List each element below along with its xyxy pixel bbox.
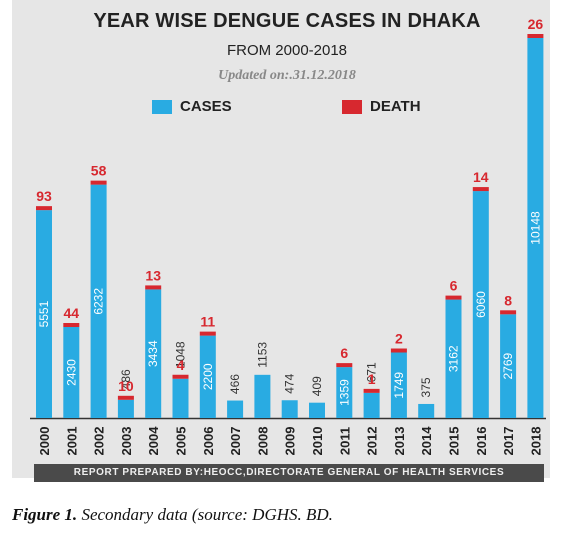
value-label-cases-2006: 2200 (201, 363, 215, 390)
bar-cases-2017 (500, 314, 517, 418)
x-tick-label-2007: 2007 (228, 427, 243, 456)
x-tick-label-2003: 2003 (119, 427, 134, 456)
bar-cases-2014 (418, 403, 435, 418)
updated-date: Updated on:.31.12.2018 (218, 68, 356, 83)
bar-death-2005 (172, 374, 189, 379)
value-label-death-2003: 10 (118, 378, 134, 394)
x-tick-label-2008: 2008 (255, 427, 270, 456)
x-tick-label-2006: 2006 (201, 427, 216, 456)
value-label-death-2005: 4 (177, 357, 185, 373)
bar-death-2001 (63, 323, 80, 328)
bar-death-2006 (199, 331, 216, 336)
value-label-death-2018: 26 (528, 16, 544, 32)
x-tick-label-2018: 2018 (528, 427, 543, 456)
bar-death-2018 (527, 34, 544, 38)
value-label-cases-2018: 10148 (528, 211, 542, 245)
value-label-cases-2000: 5551 (37, 300, 51, 327)
bar-death-2003 (117, 395, 134, 400)
value-label-cases-2003: 486 (119, 369, 133, 389)
value-label-cases-2004: 3434 (146, 340, 160, 367)
value-label-cases-2009: 474 (283, 373, 297, 393)
bar-cases-2002 (90, 184, 107, 418)
value-label-death-2001: 44 (64, 305, 80, 321)
bar-cases-2015 (445, 299, 462, 418)
value-label-death-2002: 58 (91, 163, 107, 179)
bar-death-2000 (36, 206, 52, 211)
bar-death-2016 (472, 187, 489, 192)
bar-cases-2000 (36, 210, 52, 418)
bar-death-2002 (90, 180, 107, 185)
value-label-cases-2016: 6060 (474, 291, 488, 318)
x-tick-label-2014: 2014 (419, 426, 434, 456)
x-tick-label-2011: 2011 (337, 427, 352, 455)
bar-death-2015 (445, 295, 462, 300)
value-label-death-2017: 8 (504, 292, 512, 308)
legend-death-swatch (342, 99, 362, 114)
bar-death-2004 (145, 285, 162, 290)
bar-cases-2003 (117, 399, 134, 418)
x-tick-label-2016: 2016 (474, 427, 489, 456)
bar-cases-2007 (227, 400, 244, 418)
value-label-death-2000: 93 (36, 188, 52, 204)
chart-subtitle: FROM 2000-2018 (226, 42, 348, 59)
value-label-death-2013: 2 (395, 331, 403, 347)
value-label-cases-2012: 671 (365, 362, 379, 382)
x-tick-label-2009: 2009 (283, 427, 298, 456)
x-tick-label-2017: 2017 (501, 427, 516, 456)
x-tick-label-2013: 2013 (392, 427, 407, 456)
value-label-death-2004: 13 (145, 267, 161, 283)
bar-cases-2004 (145, 289, 162, 418)
legend-cases: CASES (152, 98, 232, 115)
caption-text: Secondary data (source: DGHS. BD. (81, 505, 333, 524)
value-label-cases-2001: 2430 (64, 359, 78, 386)
value-label-cases-2014: 375 (419, 377, 433, 397)
value-label-cases-2017: 2769 (501, 352, 515, 379)
value-label-cases-2010: 409 (310, 376, 324, 396)
x-tick-label-2000: 2000 (37, 427, 52, 456)
value-label-cases-2008: 1153 (255, 342, 269, 368)
x-tick-label-2002: 2002 (92, 427, 107, 456)
bar-cases-2011 (336, 367, 353, 418)
x-tick-label-2001: 2001 (64, 427, 79, 456)
legend-death: DEATH (342, 98, 421, 115)
x-tick-label-2010: 2010 (310, 427, 325, 456)
legend-cases-swatch (152, 99, 172, 114)
caption-label: Figure 1. (12, 505, 78, 524)
bar-cases-2006 (199, 335, 216, 418)
x-tick-label-2012: 2012 (365, 427, 380, 456)
report-footer: REPORT PREPARED BY:HEOCC,DIRECTORATE GEN… (34, 464, 544, 482)
x-tick-label-2004: 2004 (146, 426, 161, 456)
bar-cases-2005 (172, 378, 189, 418)
legend-death-label: DEATH (370, 98, 421, 115)
value-label-cases-2002: 6232 (92, 288, 106, 315)
bar-cases-2008 (254, 374, 271, 418)
value-label-cases-2015: 3162 (447, 345, 461, 372)
bar-death-2012 (363, 388, 380, 393)
bar-cases-2009 (281, 400, 298, 418)
value-label-cases-2013: 1749 (392, 372, 406, 399)
value-label-cases-2007: 466 (228, 374, 242, 394)
value-label-death-2015: 6 (450, 278, 458, 294)
legend-cases-label: CASES (180, 98, 232, 115)
bar-cases-2013 (390, 352, 407, 418)
value-label-death-2012: 1 (368, 371, 376, 387)
value-label-death-2011: 6 (340, 345, 348, 361)
bar-cases-2018 (527, 38, 544, 418)
bar-death-2017 (500, 310, 517, 315)
x-tick-label-2015: 2015 (447, 427, 462, 456)
value-label-cases-2005: 1048 (174, 341, 188, 368)
bar-cases-2012 (363, 392, 380, 418)
bar-death-2013 (390, 348, 407, 353)
figure-caption: Figure 1. Secondary data (source: DGHS. … (12, 505, 333, 525)
bar-cases-2001 (63, 327, 80, 418)
bar-cases-2016 (472, 191, 489, 418)
bar-death-2011 (336, 363, 353, 368)
x-tick-label-2005: 2005 (174, 427, 189, 456)
value-label-cases-2011: 1359 (337, 379, 351, 406)
chart-title: YEAR WISE DENGUE CASES IN DHAKA (93, 10, 481, 32)
value-label-death-2016: 14 (473, 169, 489, 185)
bar-cases-2010 (309, 402, 325, 418)
value-label-death-2006: 11 (200, 314, 215, 330)
